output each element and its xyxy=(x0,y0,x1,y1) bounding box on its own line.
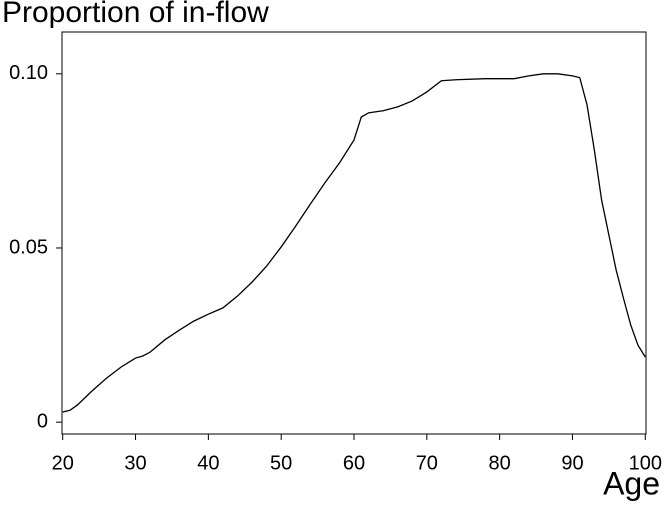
x-tick-label: 50 xyxy=(270,452,292,474)
x-tick-label: 40 xyxy=(197,452,219,474)
chart-title: Proportion of in-flow xyxy=(2,0,269,29)
x-tick-label: 20 xyxy=(52,452,74,474)
data-line xyxy=(62,73,646,413)
y-tick-label: 0.10 xyxy=(9,62,48,84)
x-tick-label: 30 xyxy=(124,452,146,474)
x-tick-label: 60 xyxy=(343,452,365,474)
plot-frame xyxy=(61,31,647,435)
x-axis-label: Age xyxy=(603,465,660,501)
x-tick-label: 70 xyxy=(416,452,438,474)
x-tick-label: 100 xyxy=(629,452,662,474)
x-tick-label: 80 xyxy=(489,452,511,474)
x-tick-label: 90 xyxy=(561,452,583,474)
y-tick-label: 0.05 xyxy=(9,236,48,258)
y-tick-label: 0 xyxy=(37,410,48,432)
